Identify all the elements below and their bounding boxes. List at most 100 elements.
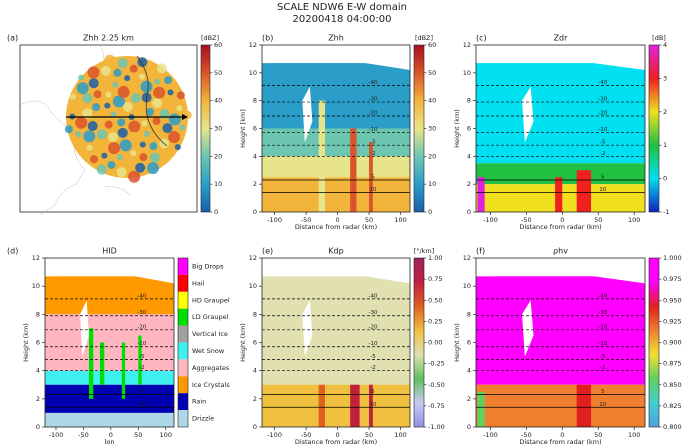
colorbar-tick-label: 30	[214, 125, 222, 133]
panel-label: (f)	[476, 247, 485, 256]
colorbar	[413, 257, 425, 428]
field: -40 -30 -20 -10 -5 -2 5 10	[476, 45, 645, 212]
colorbar-tick-label: 3	[663, 74, 667, 82]
colorbar-tick-label: 40	[428, 97, 436, 105]
radar-speckle	[138, 73, 145, 80]
y-tick-label: 4	[253, 367, 257, 375]
radar-speckle	[104, 120, 113, 129]
y-tick-label: 10	[32, 282, 40, 290]
radar-speckle	[152, 98, 163, 109]
field: -40 -30 -20 -10 -5 -2 5 10	[262, 258, 410, 427]
colorbar-tick-label: 2	[663, 108, 667, 116]
field: -40 -30 -20 -10 -5 -2 5 10	[45, 258, 174, 427]
field-column	[318, 384, 325, 427]
radar-speckle	[74, 142, 83, 151]
y-axis-label: Height (km)	[239, 323, 247, 362]
colorbar	[200, 44, 211, 213]
y-tick-label: 4	[36, 367, 40, 375]
field-column	[99, 342, 105, 385]
field-layer	[45, 314, 174, 371]
field-layer	[262, 63, 410, 129]
field-layer	[45, 370, 174, 385]
panel-label: (c)	[476, 34, 487, 43]
legend-label: Drizzle	[192, 415, 214, 423]
contour-label: -20	[369, 110, 378, 116]
field-layer	[262, 384, 410, 427]
colorbar-label: [dB]	[652, 34, 666, 42]
y-tick-label: 10	[463, 69, 471, 77]
field-layer	[476, 276, 645, 385]
colorbar-tick-label: 10	[428, 180, 436, 188]
x-tick-label: 50	[365, 431, 373, 439]
contour-label: -30	[598, 310, 607, 316]
radar-speckle	[101, 152, 108, 159]
radar-speckle	[127, 131, 140, 144]
x-tick-label: 0	[336, 216, 340, 224]
radar-speckle	[146, 162, 159, 175]
contour-label: -10	[137, 341, 146, 347]
contour-label: -10	[369, 341, 378, 347]
legend-swatch	[178, 410, 188, 427]
colorbar-tick-label: -1	[663, 208, 669, 216]
y-tick-label: 8	[467, 97, 471, 105]
y-tick-label: 6	[467, 339, 471, 347]
x-tick-label: -100	[483, 431, 498, 439]
contour-label: -30	[598, 97, 607, 103]
radar-speckle	[86, 144, 93, 151]
contour-label: 5	[601, 389, 605, 395]
y-axis-label: Height [km]	[239, 109, 247, 148]
contour-label: 10	[599, 402, 606, 408]
field-layer	[262, 177, 410, 212]
radar-speckle	[176, 105, 183, 112]
x-axis-label: Distance from radar (km)	[519, 438, 601, 446]
y-tick-label: 0	[467, 423, 471, 431]
field-column	[318, 100, 325, 212]
x-tick-label: -50	[301, 431, 312, 439]
contour-label: -2	[600, 365, 605, 371]
radar-speckle	[78, 74, 85, 81]
field-layer	[262, 128, 410, 157]
radar-speckle	[112, 81, 119, 88]
colorbar-label: [°/km]	[414, 247, 435, 255]
radar-speckle	[94, 139, 107, 152]
x-tick-label: 100	[628, 431, 640, 439]
y-tick-label: 12	[463, 41, 471, 49]
colorbar-tick-label: 60	[428, 41, 436, 49]
colorbar-tick-label: 50	[428, 69, 436, 77]
clear-gap	[262, 258, 410, 284]
x-axis-label: lon	[105, 438, 115, 446]
radar-speckle	[72, 99, 85, 112]
y-tick-label: 8	[253, 310, 257, 318]
radar-speckle	[112, 95, 125, 108]
colorbar-tick-label: -0.25	[428, 360, 445, 368]
colorbar-tick-label: 60	[214, 41, 222, 49]
legend-label: Rain	[192, 398, 206, 406]
x-tick-label: 50	[365, 216, 373, 224]
contour-label: 10	[599, 187, 606, 193]
x-tick-label: -50	[521, 431, 532, 439]
x-tick-label: -100	[49, 431, 64, 439]
clear-gap	[522, 300, 534, 357]
radar-speckle	[107, 160, 116, 169]
field-column	[121, 342, 126, 399]
radar-speckle	[89, 155, 98, 164]
radar-speckle	[75, 131, 82, 138]
radar-speckle	[143, 130, 150, 137]
y-tick-label: 8	[253, 97, 257, 105]
panel-title: Zhh 2.25 km	[83, 34, 134, 43]
colorbar	[413, 44, 425, 213]
contour-label: -40	[598, 80, 607, 86]
coastline	[136, 55, 168, 147]
x-tick-label: -50	[78, 431, 89, 439]
y-tick-label: 6	[36, 339, 40, 347]
y-tick-label: 0	[36, 423, 40, 431]
colorbar	[648, 257, 660, 428]
y-tick-label: 12	[249, 254, 257, 262]
radar-speckle	[116, 154, 123, 161]
radar-speckle	[92, 103, 101, 112]
radar-speckle	[162, 123, 173, 134]
contour-label: -10	[598, 341, 607, 347]
legend-swatch	[178, 258, 188, 275]
y-tick-label: 8	[36, 310, 40, 318]
